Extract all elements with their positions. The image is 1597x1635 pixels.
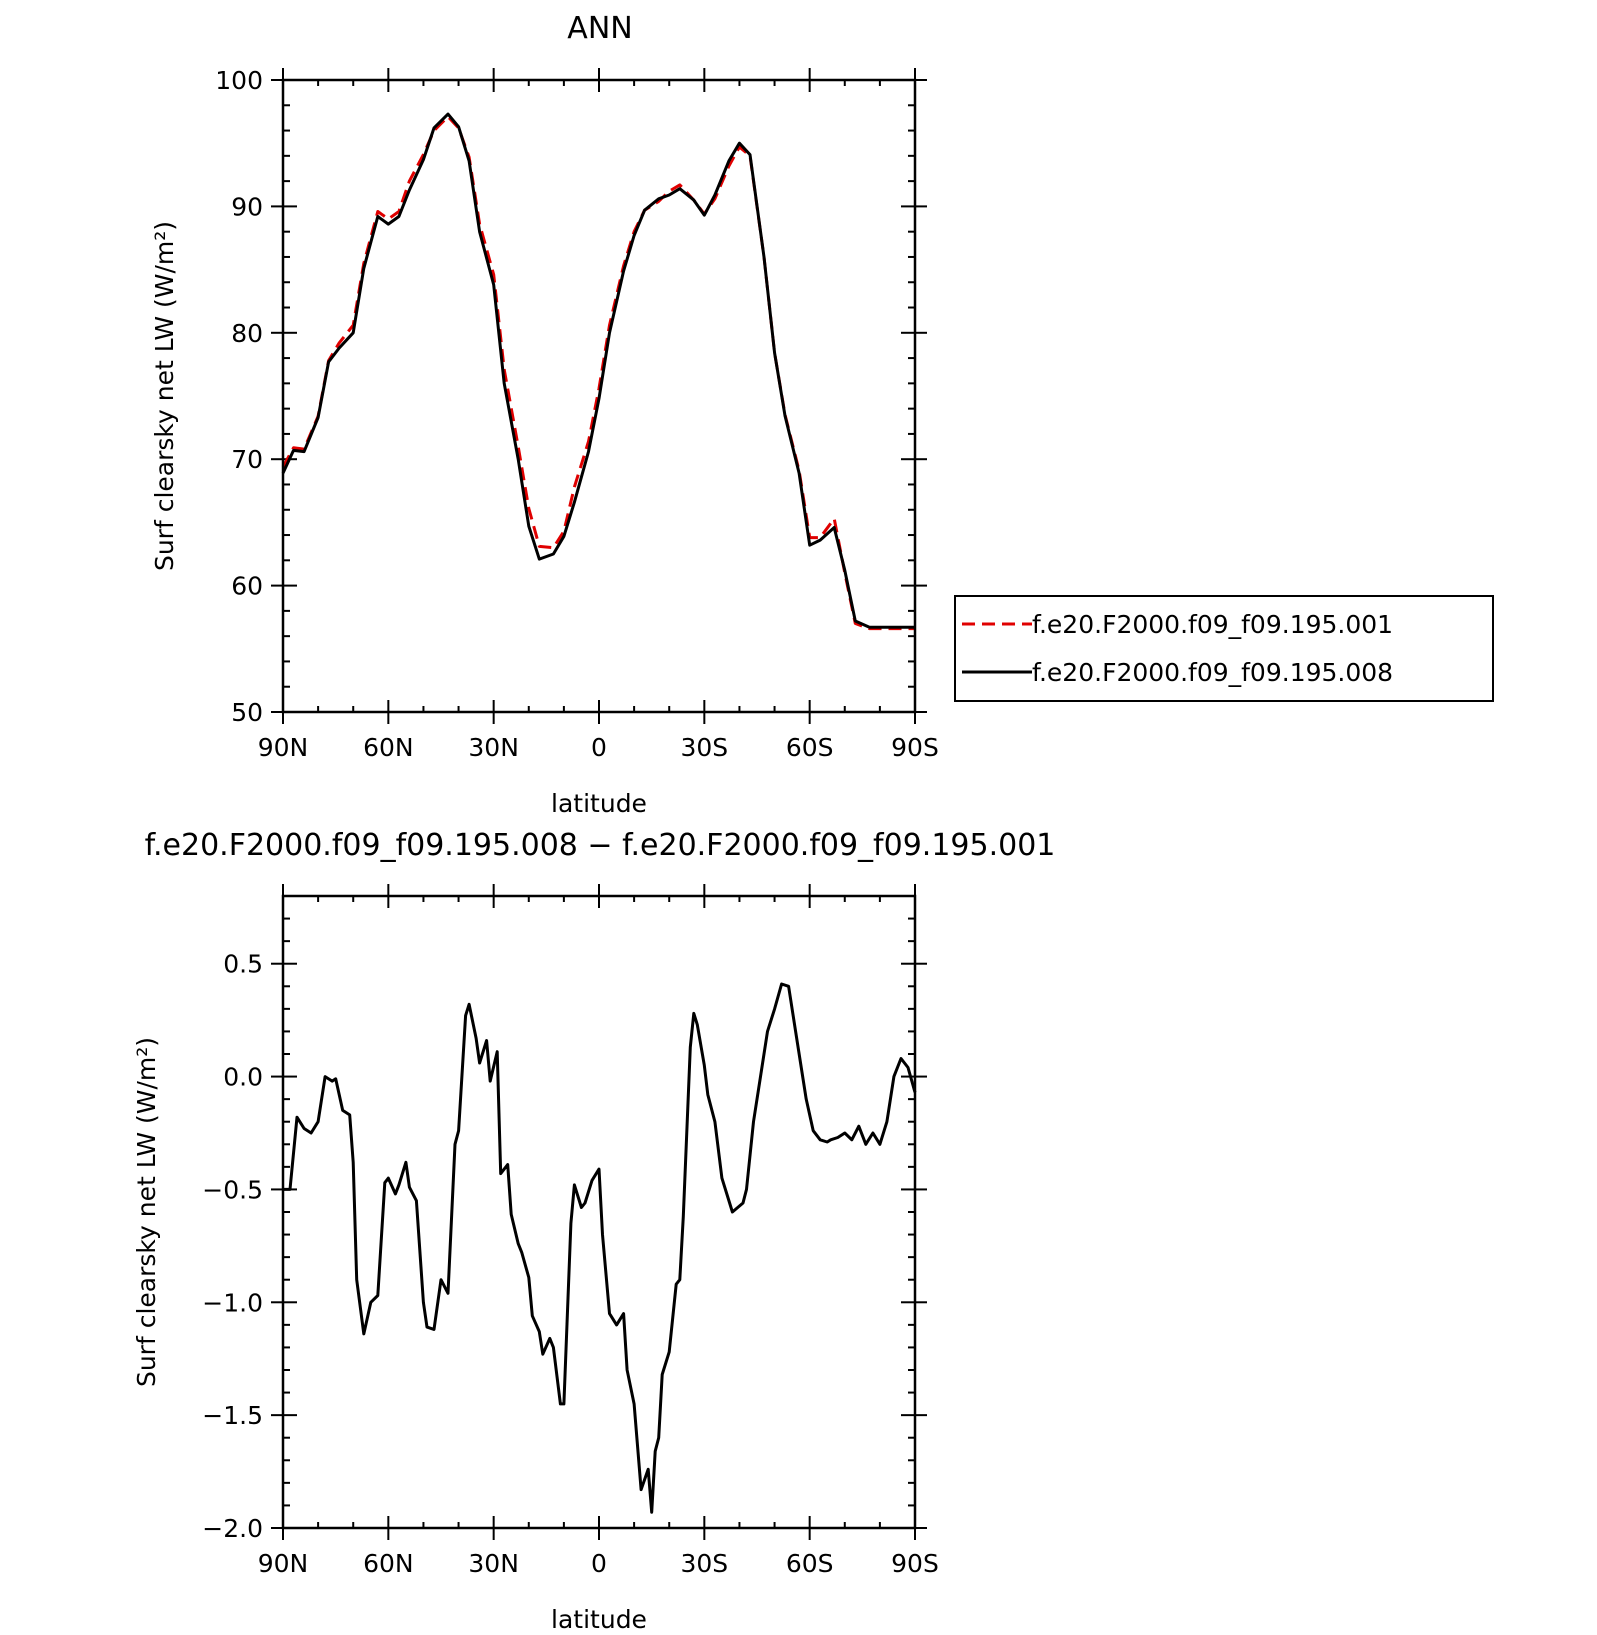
y-tick-label: −1.5	[202, 1401, 263, 1430]
top-y-axis-label: Surf clearsky net LW (W/m²)	[150, 221, 179, 571]
top-plot-frame	[281, 78, 917, 714]
top-chart-title: ANN	[567, 11, 632, 46]
x-tick-label: 90N	[258, 733, 309, 762]
legend-label-case-001: f.e20.F2000.f09_f09.195.001	[1032, 610, 1393, 639]
legend: f.e20.F2000.f09_f09.195.001 f.e20.F2000.…	[954, 595, 1494, 702]
y-tick-label: 60	[231, 572, 263, 601]
x-tick-label: 60S	[786, 733, 834, 762]
y-tick-label: 80	[231, 319, 263, 348]
x-tick-label: 60N	[363, 733, 414, 762]
x-tick-label: 0	[591, 733, 607, 762]
y-tick-label: 0.0	[223, 1063, 263, 1092]
top-panel: ANN 90N 60N 30N 0 30S 60S 90S 50 60 70 80 90 100 lat…	[150, 11, 939, 818]
x-tick-label: 90S	[891, 1549, 939, 1578]
x-tick-label: 30S	[680, 733, 728, 762]
y-tick-label: 50	[231, 698, 263, 727]
x-tick-label: 60N	[363, 1549, 414, 1578]
bottom-y-axis-label: Surf clearsky net LW (W/m²)	[132, 1037, 161, 1387]
bottom-chart-title: f.e20.F2000.f09_f09.195.008 − f.e20.F200…	[145, 828, 1056, 863]
y-tick-label: −2.0	[202, 1514, 263, 1543]
legend-box	[954, 595, 1494, 702]
bottom-panel: f.e20.F2000.f09_f09.195.008 − f.e20.F200…	[132, 828, 1055, 1634]
x-tick-label: 30N	[468, 1549, 519, 1578]
x-tick-label: 30N	[468, 733, 519, 762]
top-series-line-0	[281, 115, 915, 631]
top-series-line-1	[281, 112, 915, 629]
bottom-series-line-0	[283, 982, 917, 1514]
y-tick-label: −1.0	[202, 1288, 263, 1317]
top-x-axis-label: latitude	[551, 789, 647, 818]
legend-label-case-008: f.e20.F2000.f09_f09.195.008	[1032, 658, 1393, 687]
y-tick-label: −0.5	[202, 1175, 263, 1204]
x-tick-label: 90N	[258, 1549, 309, 1578]
x-tick-label: 0	[591, 1549, 607, 1578]
bottom-x-axis-label: latitude	[551, 1605, 647, 1634]
y-tick-label: 100	[215, 66, 263, 95]
x-tick-label: 90S	[891, 733, 939, 762]
y-tick-label: 0.5	[223, 950, 263, 979]
bottom-plot-frame	[281, 894, 917, 1530]
x-tick-label: 60S	[786, 1549, 834, 1578]
y-tick-label: 70	[231, 445, 263, 474]
x-tick-label: 30S	[680, 1549, 728, 1578]
y-tick-label: 90	[231, 192, 263, 221]
